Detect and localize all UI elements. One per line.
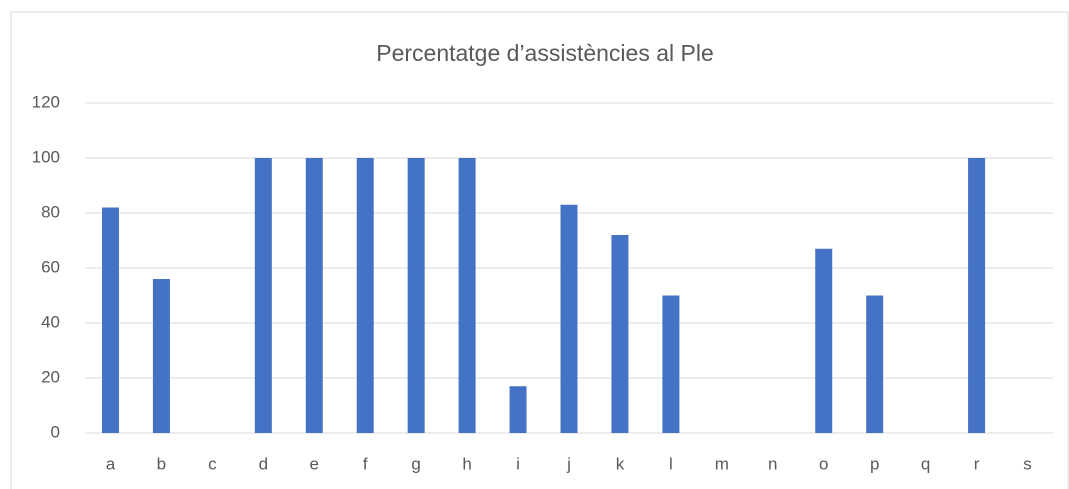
chart-title: Percentatge d’assistències al Ple [376, 40, 714, 66]
bar [968, 158, 986, 433]
y-tick-label: 20 [41, 367, 60, 386]
x-tick-label: s [1023, 454, 1032, 473]
x-tick-label: r [974, 454, 980, 473]
bar [611, 235, 629, 433]
bar [305, 158, 323, 433]
x-tick-label: h [462, 454, 471, 473]
x-tick-label: j [566, 454, 571, 473]
bar [560, 204, 578, 433]
x-tick-label: n [768, 454, 777, 473]
bar [254, 158, 272, 433]
y-tick-label: 80 [41, 202, 60, 221]
x-tick-label: e [310, 454, 319, 473]
bar [152, 279, 170, 433]
x-tick-label: b [157, 454, 166, 473]
x-tick-label: g [411, 454, 420, 473]
x-tick-label: q [921, 454, 930, 473]
bar [407, 158, 425, 433]
x-tick-label: l [669, 454, 673, 473]
x-tick-label: a [106, 454, 116, 473]
bar [356, 158, 374, 433]
bar [866, 295, 884, 433]
x-tick-label: d [259, 454, 268, 473]
x-tick-label: c [208, 454, 217, 473]
x-tick-label: m [715, 454, 729, 473]
y-tick-label: 100 [32, 147, 60, 166]
bar [815, 248, 833, 433]
bar [662, 295, 680, 433]
x-tick-label: o [819, 454, 828, 473]
y-tick-label: 60 [41, 257, 60, 276]
bar [458, 158, 476, 433]
x-tick-label: k [616, 454, 625, 473]
x-tick-label: i [516, 454, 520, 473]
y-tick-label: 120 [32, 92, 60, 111]
y-tick-label: 40 [41, 312, 60, 331]
bar [509, 386, 527, 433]
y-tick-label: 0 [51, 422, 60, 441]
chart-frame [10, 11, 1069, 489]
bar [101, 207, 119, 433]
x-tick-label: f [363, 454, 368, 473]
x-tick-label: p [870, 454, 879, 473]
